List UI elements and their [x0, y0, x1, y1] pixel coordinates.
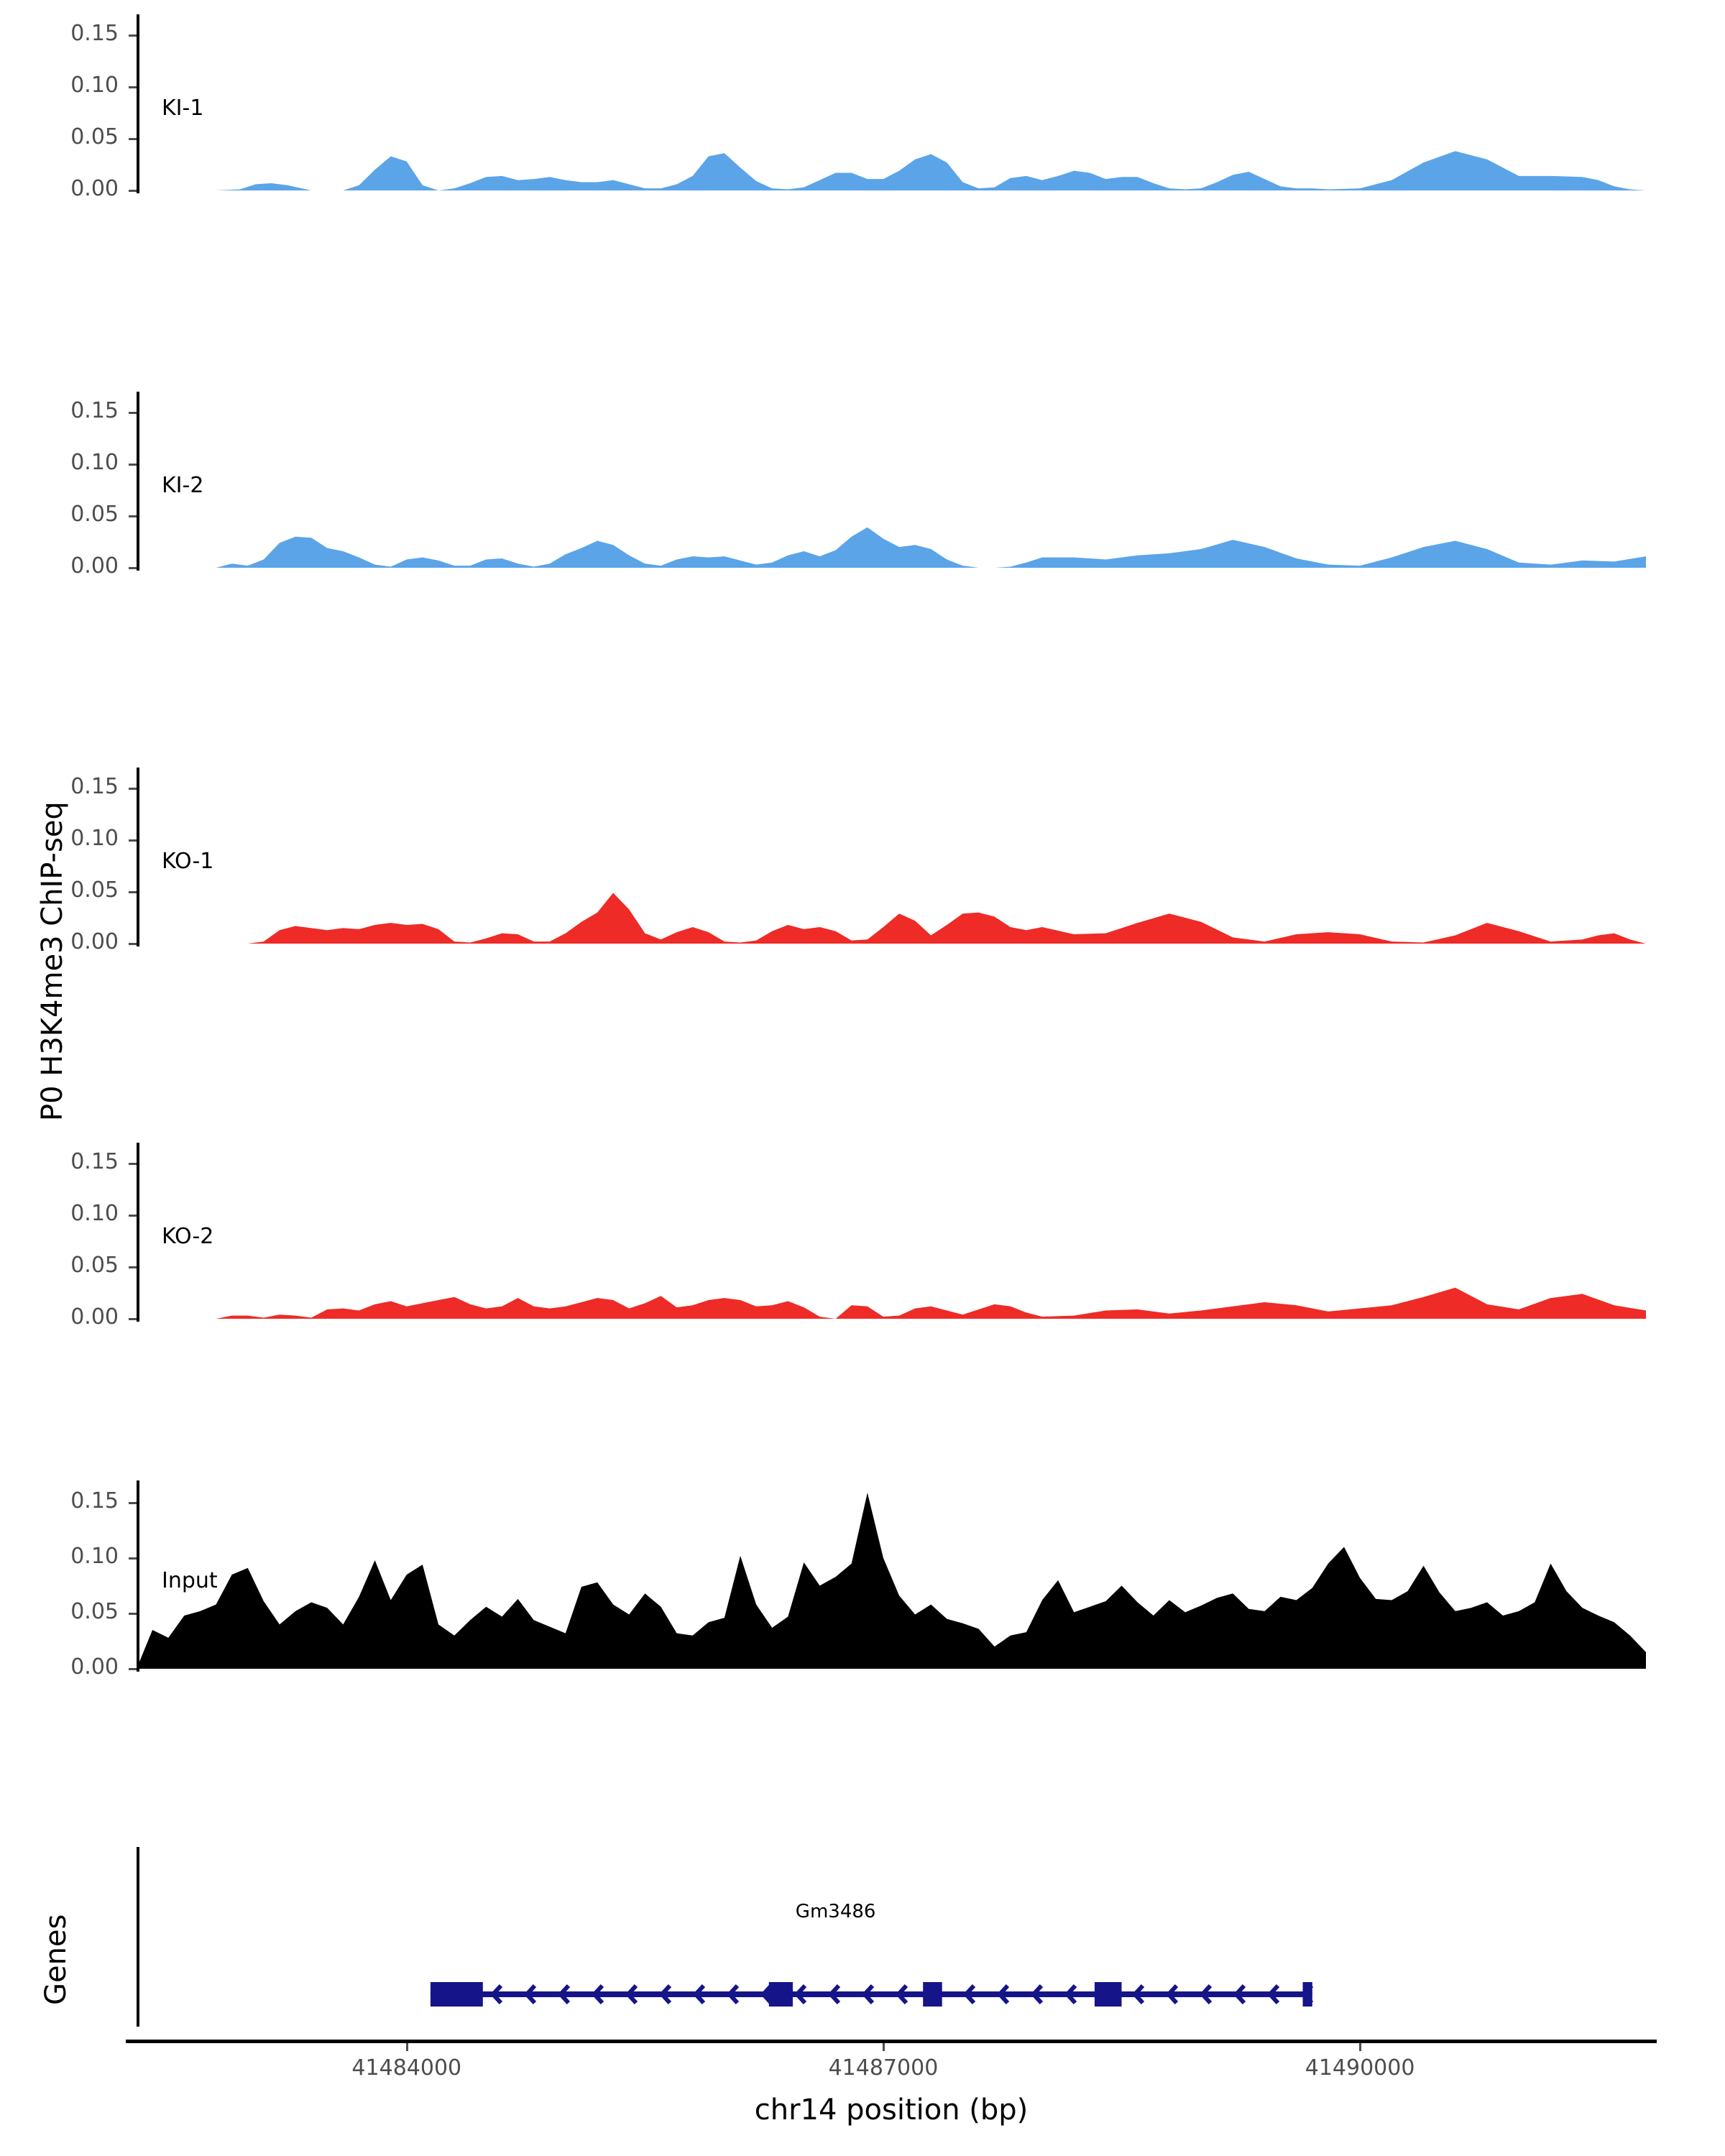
gene-name-label: Gm3486: [795, 1901, 876, 1922]
y-tick-label: 0.00: [70, 929, 119, 954]
y-axis-spine: [137, 768, 139, 946]
coverage-area-ko-2: [137, 1287, 1646, 1319]
y-tick-mark: [129, 515, 137, 517]
y-tick-label: 0.05: [70, 1598, 119, 1624]
y-tick-mark: [129, 943, 137, 945]
coverage-area-input: [137, 1492, 1646, 1669]
y-tick-mark: [129, 463, 137, 466]
y-axis-title: P0 H3K4me3 ChIP-seq: [36, 801, 69, 1121]
y-tick-label: 0.00: [70, 1654, 119, 1680]
x-tick-label: 41487000: [828, 2055, 939, 2081]
y-tick-mark: [129, 890, 137, 893]
y-tick-label: 0.10: [70, 449, 119, 475]
y-tick-mark: [129, 1612, 137, 1615]
x-tick-mark: [882, 2043, 885, 2051]
y-tick-label: 0.10: [70, 1543, 119, 1569]
gene-exon: [430, 1982, 483, 2007]
y-tick-mark: [129, 839, 137, 842]
track-label-ki-2: KI-2: [162, 472, 204, 498]
y-tick-mark: [129, 567, 137, 569]
y-axis-spine: [137, 1480, 139, 1672]
y-tick-mark: [129, 1214, 137, 1217]
y-tick-label: 0.00: [70, 176, 119, 201]
y-tick-label: 0.05: [70, 1252, 119, 1278]
y-tick-mark: [129, 1557, 137, 1560]
y-axis-spine: [137, 14, 139, 193]
y-tick-mark: [129, 137, 137, 140]
y-tick-mark: [129, 411, 137, 414]
y-tick-label: 0.05: [70, 501, 119, 527]
y-tick-label: 0.15: [70, 20, 119, 46]
x-axis-line: [126, 2040, 1657, 2043]
track-label-input: Input: [162, 1567, 218, 1593]
gene-model-gm3486[interactable]: [137, 1951, 1653, 2037]
y-tick-mark: [129, 34, 137, 37]
y-tick-label: 0.10: [70, 825, 119, 851]
track-label-ki-1: KI-1: [162, 95, 204, 121]
y-tick-mark: [129, 190, 137, 192]
x-tick-label: 41490000: [1305, 2055, 1415, 2081]
y-tick-mark: [129, 1318, 137, 1320]
y-tick-mark: [129, 1266, 137, 1268]
y-tick-mark: [129, 86, 137, 88]
x-axis-title: chr14 position (bp): [754, 2093, 1029, 2127]
gene-exon: [768, 1982, 793, 2007]
y-tick-mark: [129, 1162, 137, 1165]
y-tick-label: 0.15: [70, 1488, 119, 1514]
gene-exon: [1302, 1982, 1312, 2007]
coverage-area-ki-2: [137, 527, 1646, 568]
y-tick-label: 0.15: [70, 1148, 119, 1174]
y-tick-label: 0.05: [70, 124, 119, 149]
y-tick-label: 0.05: [70, 877, 119, 903]
y-axis-spine: [137, 392, 139, 571]
x-tick-mark: [405, 2043, 408, 2051]
y-tick-mark: [129, 787, 137, 790]
y-axis-spine: [137, 1143, 139, 1322]
genes-axis-title: Genes: [40, 1914, 73, 2005]
x-tick-label: 41484000: [351, 2055, 462, 2081]
coverage-area-ko-1: [137, 893, 1646, 944]
y-tick-label: 0.15: [70, 397, 119, 423]
y-tick-label: 0.00: [70, 1304, 119, 1330]
gene-exon: [1094, 1982, 1122, 2007]
genes-axis-spine: [137, 1847, 139, 2027]
y-tick-label: 0.10: [70, 1200, 119, 1226]
x-tick-mark: [1359, 2043, 1362, 2051]
y-tick-mark: [129, 1668, 137, 1670]
y-tick-label: 0.15: [70, 773, 119, 799]
track-label-ko-1: KO-1: [162, 848, 214, 874]
y-tick-label: 0.00: [70, 553, 119, 579]
y-tick-label: 0.10: [70, 72, 119, 98]
track-label-ko-2: KO-2: [162, 1223, 214, 1249]
y-tick-mark: [129, 1501, 137, 1504]
coverage-area-ki-1: [137, 151, 1646, 190]
gene-exon: [923, 1982, 942, 2007]
